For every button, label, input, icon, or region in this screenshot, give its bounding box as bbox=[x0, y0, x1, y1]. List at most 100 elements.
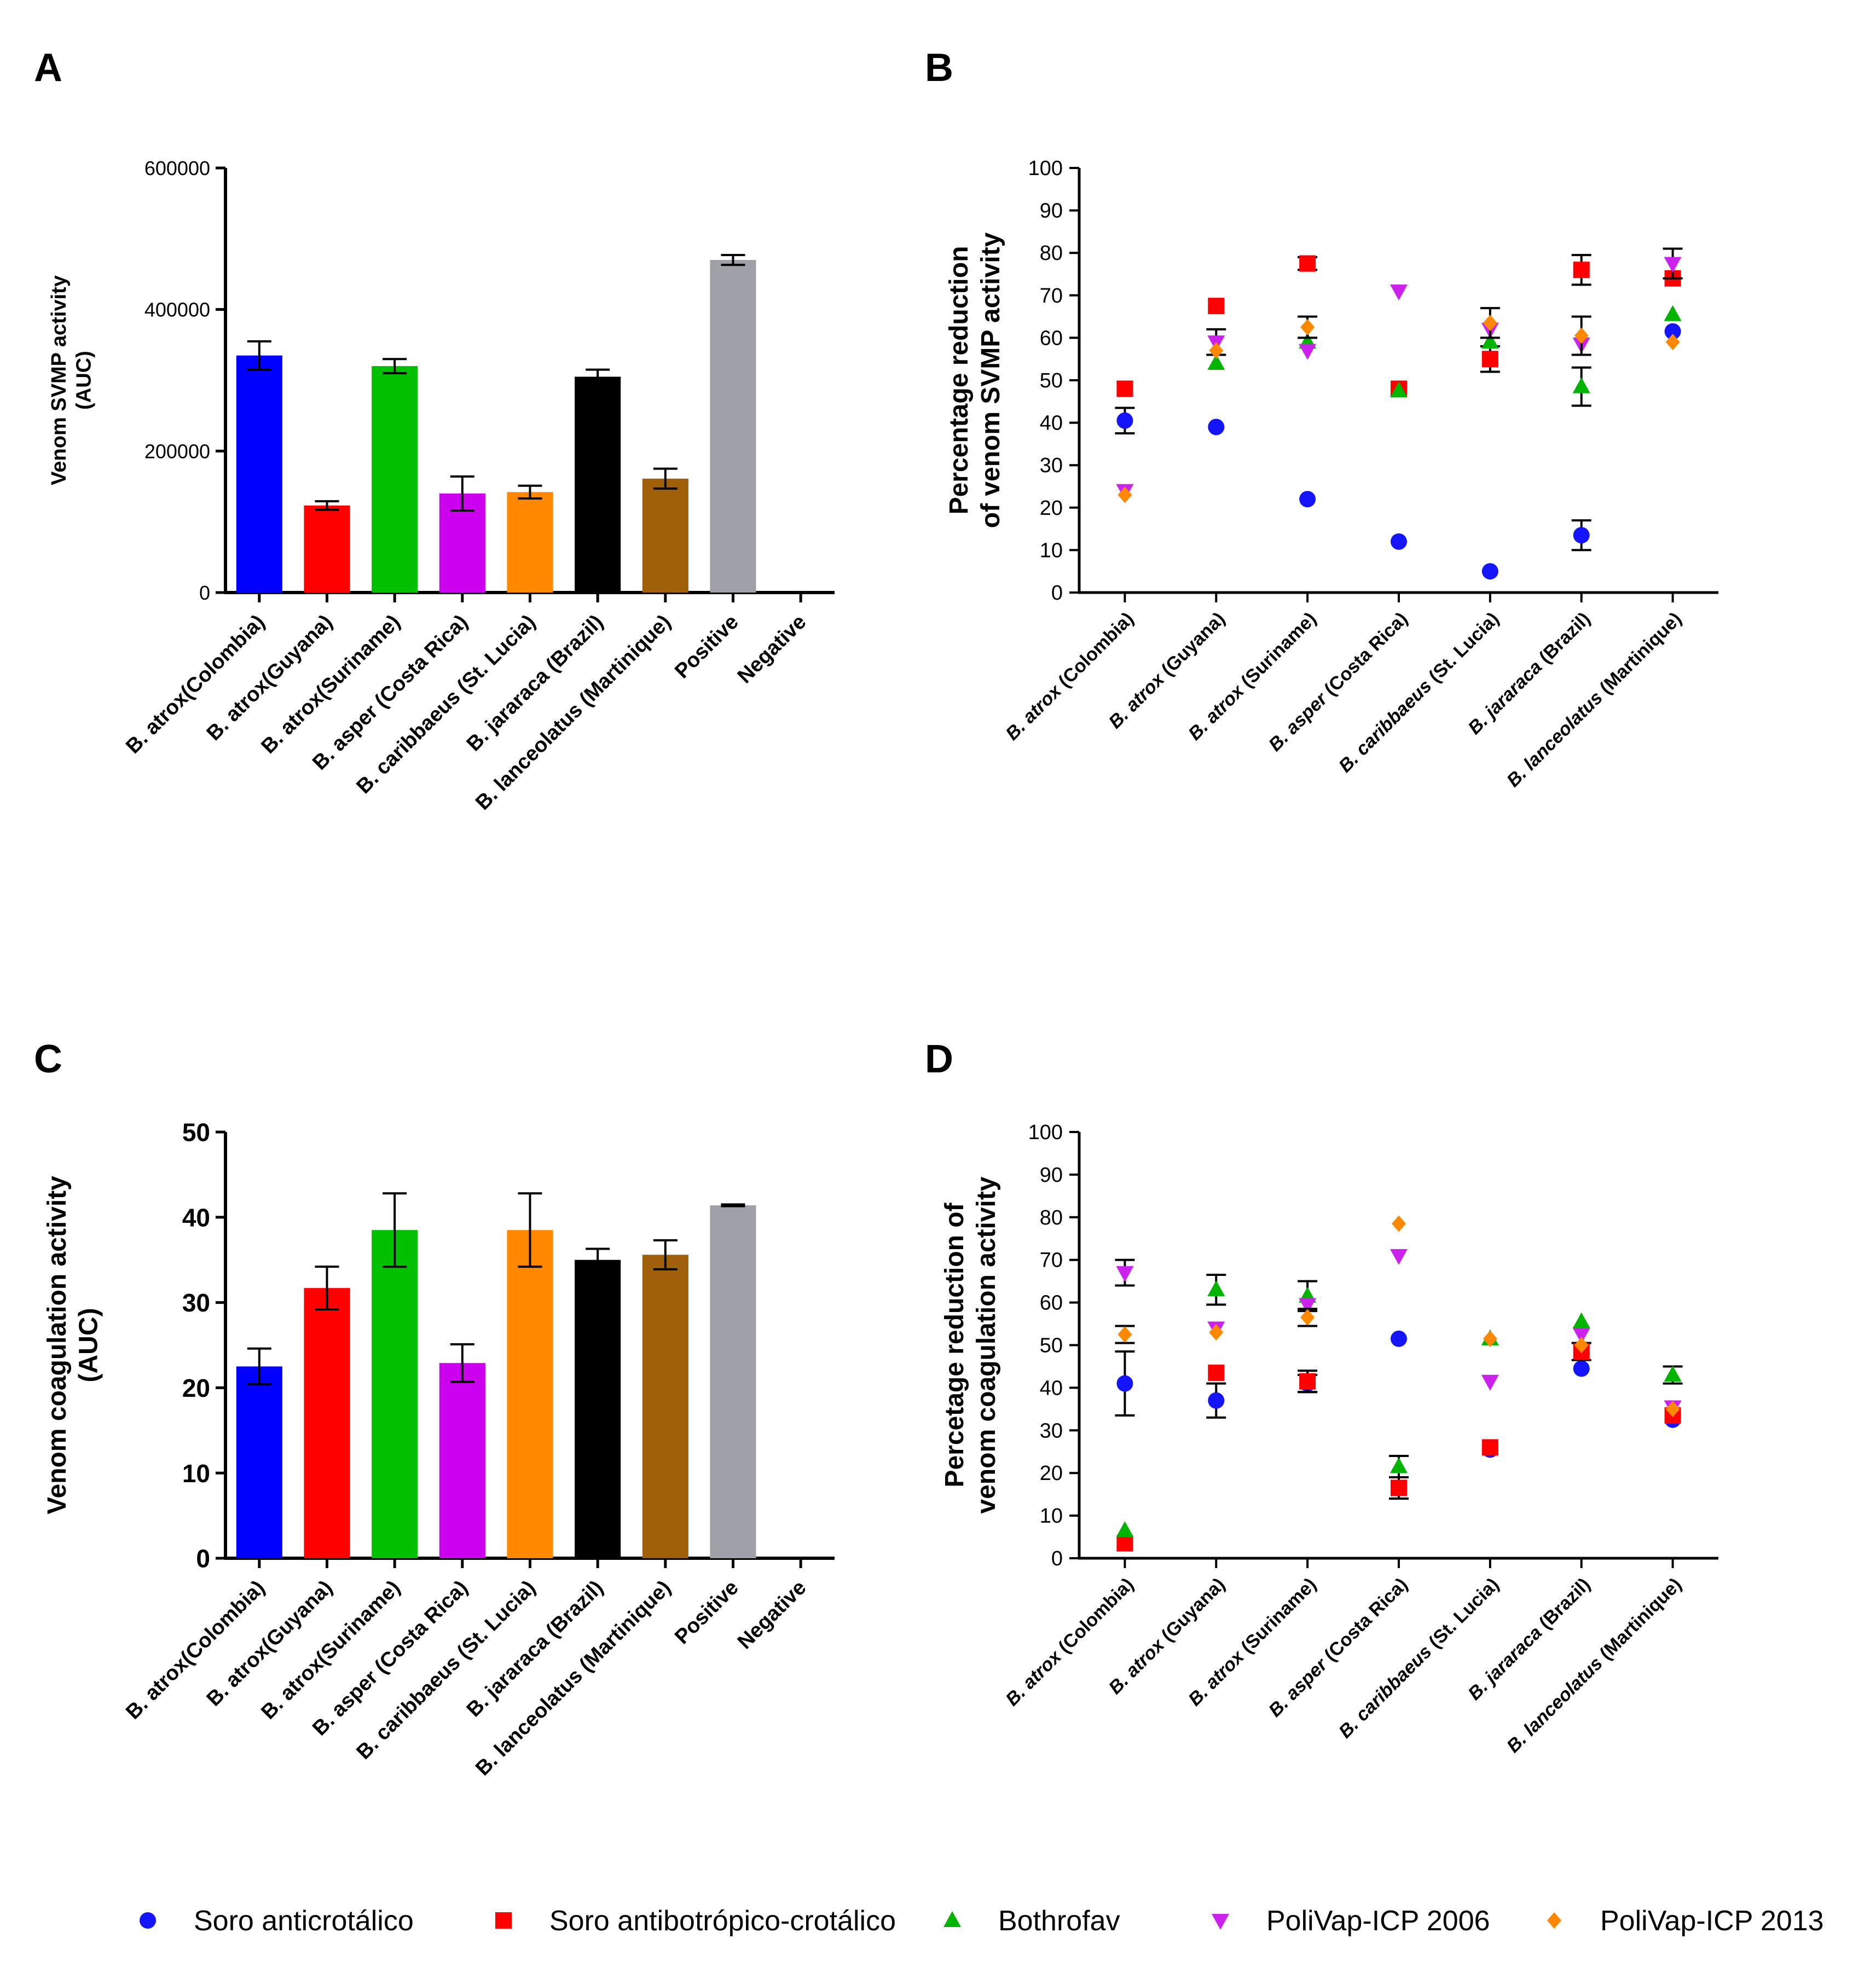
point-polivap-icp-2013-0 bbox=[1118, 1326, 1132, 1343]
legend-label-1: Soro antibotrópico-crotálico bbox=[549, 1905, 896, 1937]
legend: Soro anticrotálico Soro antibotrópico-cro… bbox=[140, 1905, 1824, 1937]
point-bothrofav-0 bbox=[1116, 1521, 1134, 1537]
point-soro-antibotr-pico-crot-lico-4 bbox=[1481, 1439, 1498, 1456]
bar-2 bbox=[372, 366, 418, 593]
legend-label-3: PoliVap-ICP 2006 bbox=[1266, 1905, 1490, 1937]
point-bothrofav-1 bbox=[1207, 353, 1225, 370]
point-polivap-icp-2006-6 bbox=[1664, 257, 1682, 273]
y-tick-label: 50 bbox=[1040, 1334, 1063, 1357]
point-bothrofav-6 bbox=[1664, 1366, 1682, 1382]
legend-label-0: Soro anticrotálico bbox=[194, 1905, 414, 1937]
point-soro-anticrot-lico-5 bbox=[1573, 527, 1590, 544]
legend-label-4: PoliVap-ICP 2013 bbox=[1600, 1905, 1824, 1937]
point-soro-antibotr-pico-crot-lico-1 bbox=[1208, 1365, 1225, 1382]
y-tick-label: 30 bbox=[1040, 1419, 1063, 1442]
legend-marker-4 bbox=[1547, 1912, 1561, 1929]
point-polivap-icp-2013-0 bbox=[1118, 486, 1132, 503]
y-tick-label: 40 bbox=[182, 1203, 210, 1232]
y-tick-label: 100 bbox=[1028, 1121, 1063, 1144]
bar-6 bbox=[642, 478, 688, 593]
y-tick-label: 10 bbox=[182, 1459, 210, 1488]
point-soro-antibotr-pico-crot-lico-3 bbox=[1391, 1479, 1407, 1496]
bar-1 bbox=[304, 505, 350, 593]
point-polivap-icp-2013-2 bbox=[1300, 319, 1315, 335]
y-tick-label: 200000 bbox=[144, 440, 210, 462]
y-tick-label: 80 bbox=[1040, 242, 1063, 265]
point-polivap-icp-2013-1 bbox=[1209, 1324, 1224, 1341]
y-axis-label-line: Percetage reduction of bbox=[940, 1202, 969, 1487]
bar-0 bbox=[236, 1366, 282, 1558]
point-polivap-icp-2006-5 bbox=[1572, 1328, 1590, 1344]
y-tick-label: 0 bbox=[1051, 582, 1063, 605]
point-soro-antibotr-pico-crot-lico-5 bbox=[1573, 262, 1590, 278]
point-bothrofav-3 bbox=[1390, 381, 1408, 398]
y-axis-label: Venom coagulation activity(AUC) bbox=[43, 1176, 103, 1514]
y-tick-label: 20 bbox=[1040, 497, 1063, 520]
bar-7 bbox=[710, 1205, 756, 1558]
point-soro-antibotr-pico-crot-lico-1 bbox=[1208, 298, 1225, 315]
point-bothrofav-3 bbox=[1390, 1457, 1408, 1473]
point-polivap-icp-2013-6 bbox=[1665, 334, 1680, 351]
legend-marker-3 bbox=[1212, 1914, 1229, 1930]
point-soro-antibotr-pico-crot-lico-4 bbox=[1481, 351, 1498, 368]
y-tick-label: 20 bbox=[182, 1374, 210, 1402]
point-soro-antibotr-pico-crot-lico-0 bbox=[1116, 380, 1133, 397]
bar-1 bbox=[304, 1288, 350, 1558]
point-soro-anticrot-lico-1 bbox=[1208, 419, 1225, 436]
point-soro-anticrot-lico-6 bbox=[1664, 323, 1681, 340]
point-polivap-icp-2013-4 bbox=[1483, 315, 1497, 332]
point-polivap-icp-2013-6 bbox=[1665, 1401, 1680, 1418]
y-tick-label: 20 bbox=[1040, 1462, 1063, 1485]
point-polivap-icp-2006-0 bbox=[1116, 1266, 1134, 1282]
bar-4 bbox=[507, 492, 553, 593]
y-tick-label: 80 bbox=[1040, 1206, 1063, 1229]
y-axis-label: Venom SVMP activity(AUC) bbox=[48, 275, 96, 485]
point-polivap-icp-2013-5 bbox=[1574, 1337, 1589, 1354]
point-soro-anticrot-lico-1 bbox=[1208, 1392, 1225, 1409]
point-bothrofav-6 bbox=[1664, 305, 1682, 321]
y-axis-label-line: (AUC) bbox=[73, 351, 96, 410]
bar-5 bbox=[575, 376, 621, 593]
panel-label-c: C bbox=[34, 1037, 62, 1081]
point-polivap-icp-2013-1 bbox=[1209, 342, 1224, 359]
point-soro-anticrot-lico-4 bbox=[1481, 563, 1498, 580]
point-polivap-icp-2006-4 bbox=[1481, 1374, 1499, 1391]
y-tick-label: 90 bbox=[1040, 200, 1063, 223]
legend-marker-1 bbox=[495, 1912, 512, 1929]
point-polivap-icp-2013-5 bbox=[1574, 327, 1589, 344]
bar-3 bbox=[439, 1363, 485, 1558]
point-bothrofav-5 bbox=[1572, 377, 1590, 393]
panel-label-b: B bbox=[925, 46, 953, 90]
bar-6 bbox=[642, 1255, 688, 1558]
y-tick-label: 90 bbox=[1040, 1164, 1063, 1187]
point-polivap-icp-2013-4 bbox=[1483, 1330, 1497, 1347]
y-tick-label: 30 bbox=[1040, 454, 1063, 477]
point-soro-antibotr-pico-crot-lico-0 bbox=[1116, 1535, 1133, 1552]
y-tick-label: 70 bbox=[1040, 1249, 1063, 1272]
point-soro-anticrot-lico-2 bbox=[1299, 491, 1316, 508]
y-axis-label-line: (AUC) bbox=[74, 1308, 103, 1383]
y-tick-label: 40 bbox=[1040, 1377, 1063, 1400]
bar-7 bbox=[710, 260, 756, 593]
y-tick-label: 40 bbox=[1040, 412, 1063, 435]
y-axis-label-line: Venom coagulation activity bbox=[43, 1176, 72, 1514]
point-polivap-icp-2006-3 bbox=[1390, 285, 1408, 301]
y-axis-label: Percetage reduction of venom coagulation … bbox=[940, 1176, 1001, 1513]
point-bothrofav-4 bbox=[1481, 333, 1499, 349]
y-tick-label: 600000 bbox=[144, 157, 210, 179]
point-polivap-icp-2013-2 bbox=[1300, 1309, 1315, 1326]
y-tick-label: 400000 bbox=[144, 299, 210, 321]
y-tick-label: 100 bbox=[1028, 157, 1063, 180]
bar-0 bbox=[236, 355, 282, 593]
y-tick-label: 50 bbox=[1040, 369, 1063, 392]
point-polivap-icp-2006-2 bbox=[1299, 1298, 1317, 1314]
y-tick-label: 60 bbox=[1040, 327, 1063, 350]
y-tick-label: 30 bbox=[182, 1288, 210, 1317]
legend-label-2: Bothrofav bbox=[998, 1905, 1120, 1937]
bar-4 bbox=[507, 1230, 553, 1558]
point-soro-anticrot-lico-5 bbox=[1573, 1360, 1590, 1377]
y-tick-label: 50 bbox=[182, 1118, 210, 1147]
y-tick-label: 0 bbox=[196, 1545, 210, 1573]
point-polivap-icp-2013-3 bbox=[1392, 1215, 1406, 1232]
